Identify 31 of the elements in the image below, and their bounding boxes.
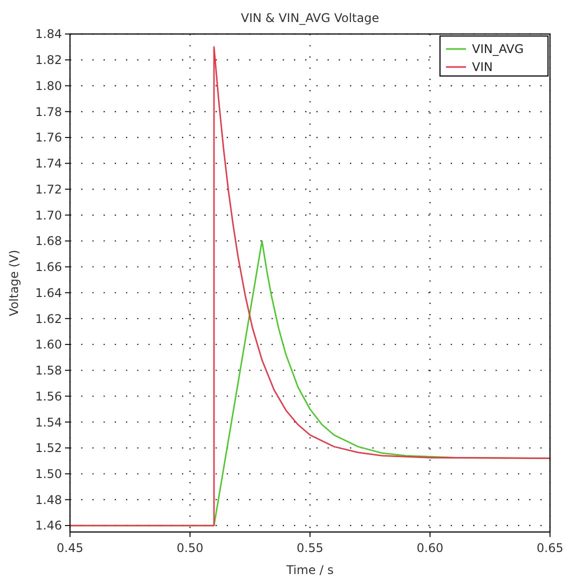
y-tick-label: 1.56 bbox=[35, 389, 62, 404]
y-tick-label: 1.68 bbox=[35, 234, 62, 248]
line-series bbox=[69, 46, 551, 526]
y-tick-label: 1.60 bbox=[35, 338, 62, 352]
x-tick-label: 0.55 bbox=[296, 541, 324, 555]
y-axis-title: Voltage (V) bbox=[7, 250, 21, 316]
y-tick-label: 1.80 bbox=[35, 78, 62, 93]
legend-label: VIN_AVG bbox=[472, 42, 524, 56]
y-tick-label: 1.58 bbox=[35, 364, 62, 378]
y-tick-label: 1.84 bbox=[35, 27, 62, 42]
y-tick-label: 1.82 bbox=[35, 53, 62, 68]
y-tick-label: 1.74 bbox=[35, 156, 62, 171]
y-tick-label: 1.66 bbox=[35, 260, 62, 274]
x-axis-title: Time / s bbox=[285, 563, 334, 577]
x-tick-label: 0.60 bbox=[416, 541, 444, 555]
y-tick-label: 1.62 bbox=[35, 312, 62, 326]
y-tick-label: 1.72 bbox=[35, 182, 62, 196]
y-tick-label: 1.70 bbox=[35, 208, 62, 222]
legend-label: VIN bbox=[472, 60, 493, 74]
chart-title: VIN & VIN_AVG Voltage bbox=[240, 11, 380, 25]
x-tick-label: 0.50 bbox=[176, 541, 204, 555]
y-tick-label: 1.52 bbox=[35, 441, 62, 456]
y-tick-label: 1.54 bbox=[35, 415, 62, 430]
y-tick-label: 1.78 bbox=[35, 104, 62, 119]
x-tick-label: 0.45 bbox=[56, 541, 84, 555]
y-tick-label: 1.48 bbox=[35, 492, 62, 507]
x-tick-label: 0.65 bbox=[536, 541, 564, 555]
y-tick-label: 1.64 bbox=[35, 286, 62, 300]
y-tick-label: 1.46 bbox=[35, 518, 62, 533]
y-tick-label: 1.76 bbox=[35, 130, 62, 145]
y-tick-label: 1.50 bbox=[35, 466, 62, 481]
